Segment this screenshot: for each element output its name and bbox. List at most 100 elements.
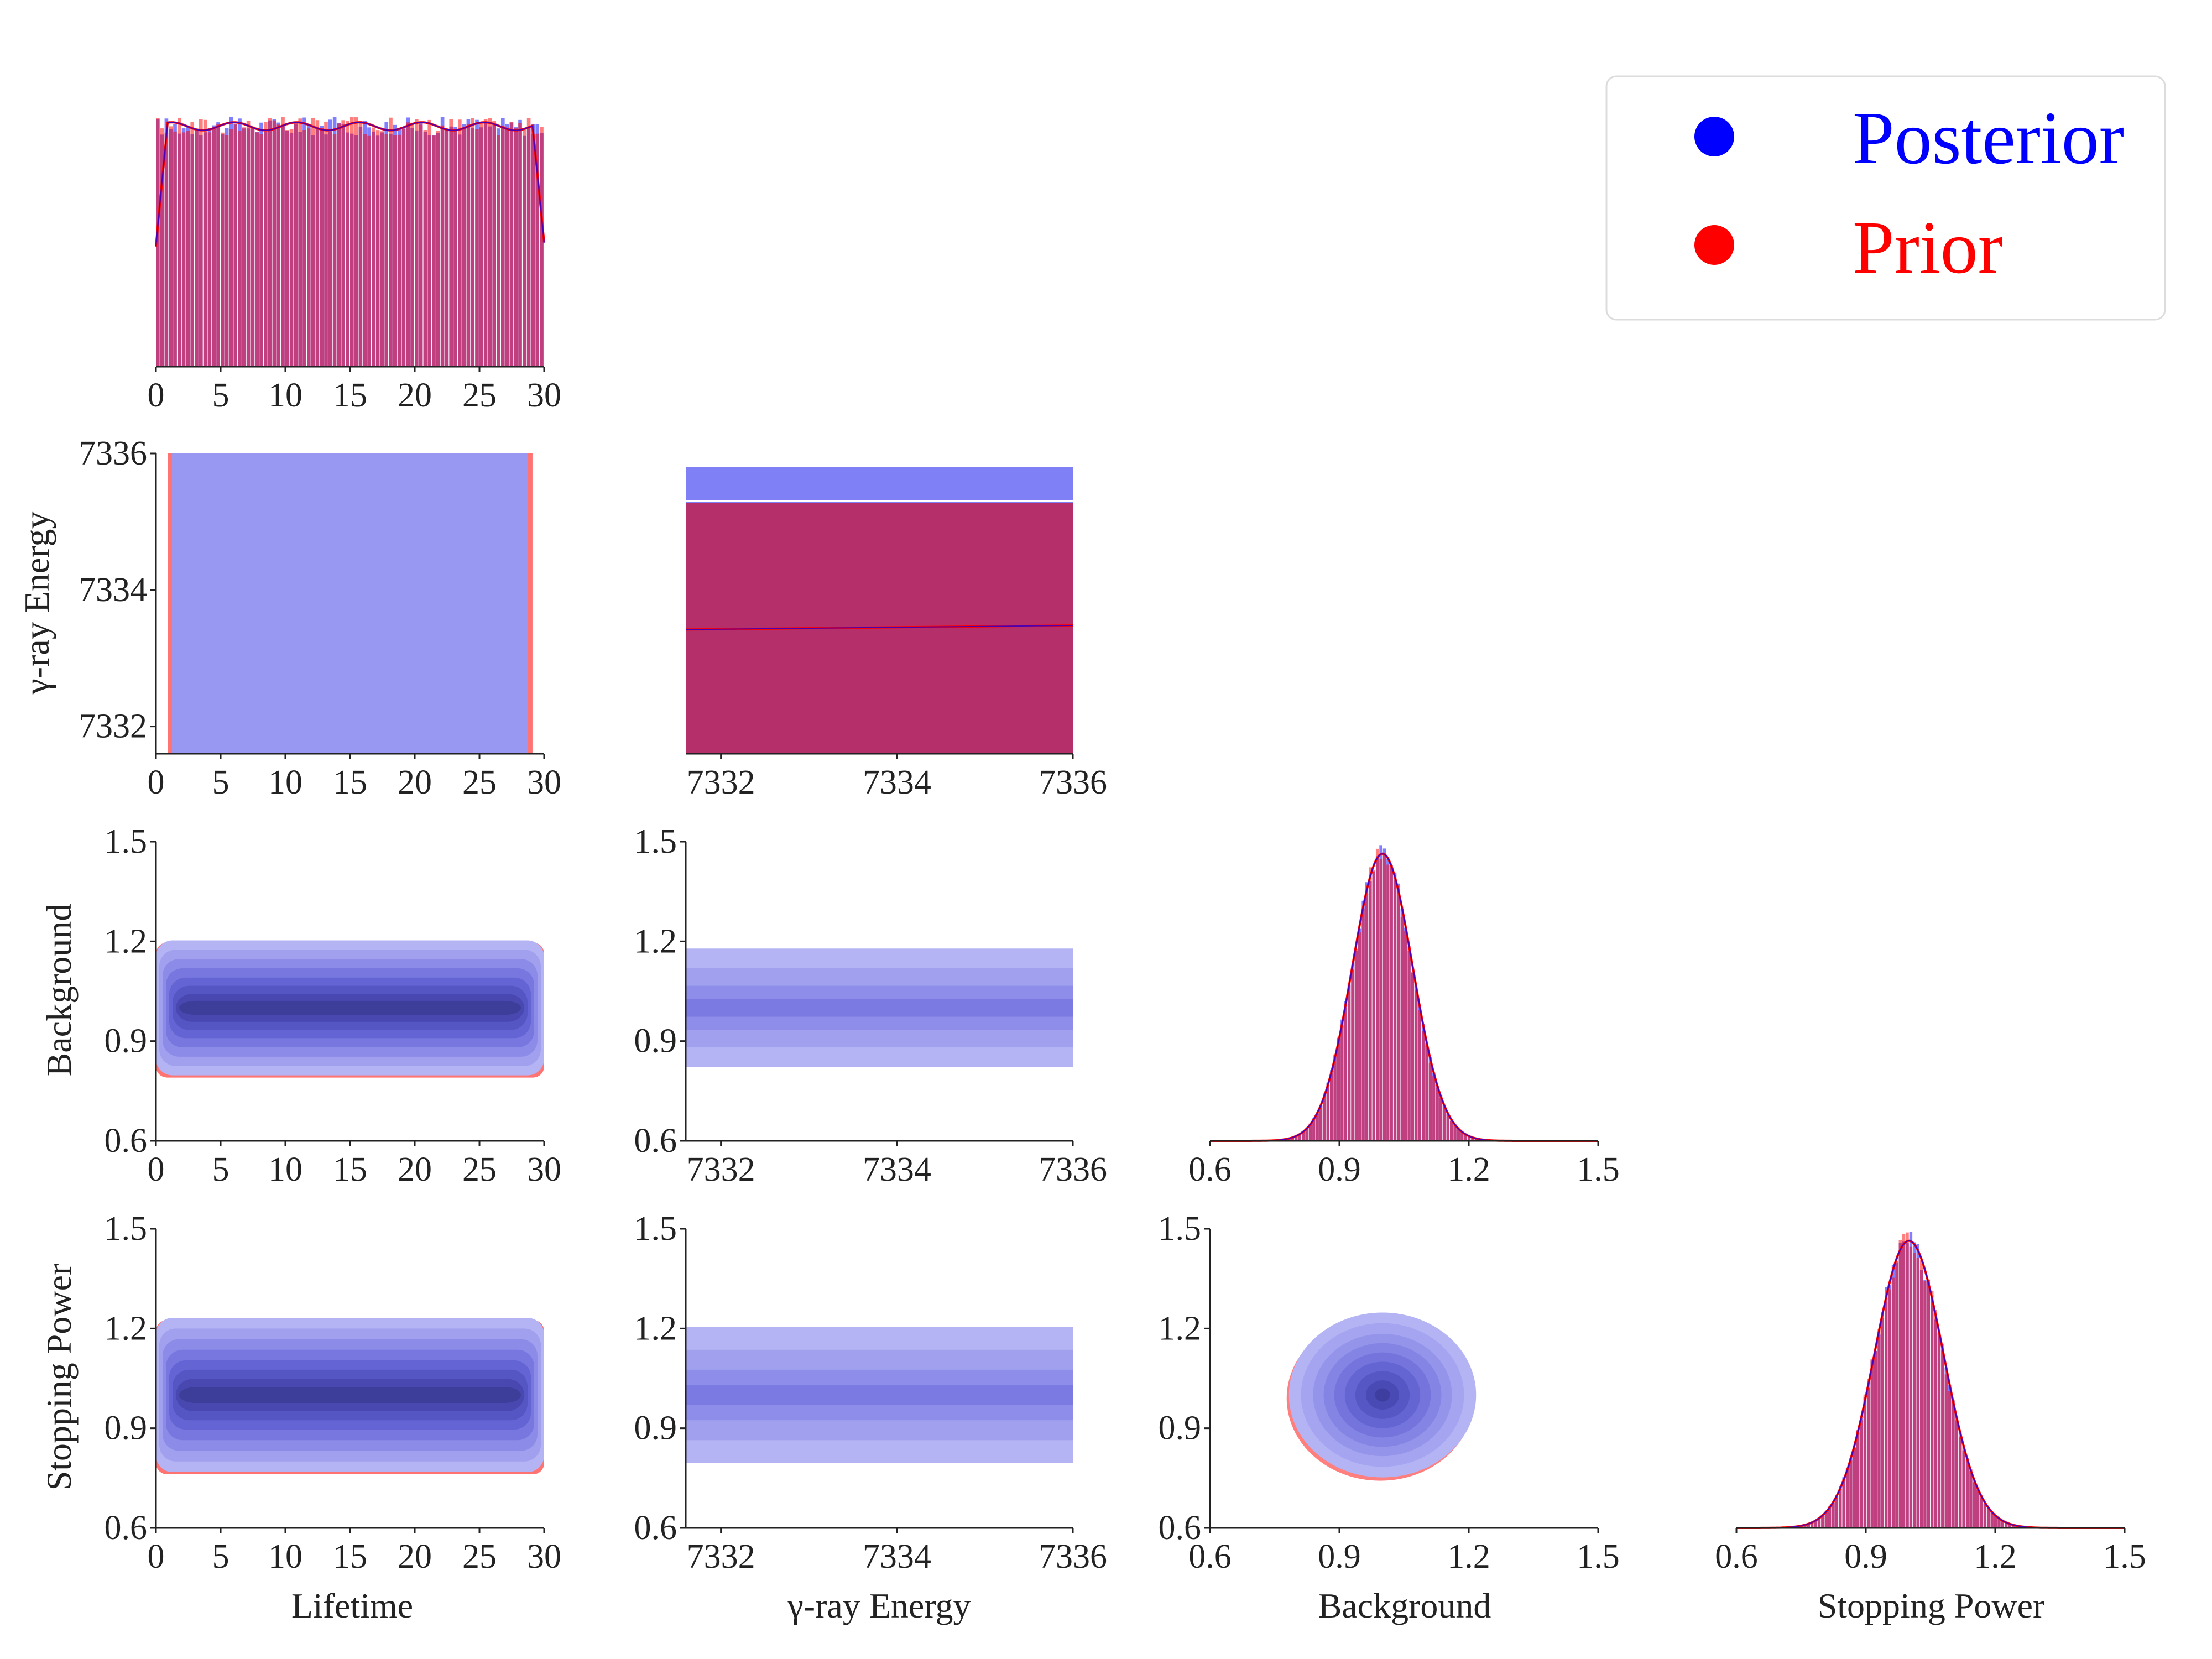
- hist-bar-prior: [1948, 1390, 1952, 1528]
- hist-bar-prior: [410, 122, 414, 367]
- x-tick-label: 5: [212, 764, 229, 801]
- hist-bar-prior: [289, 129, 294, 367]
- hist-bar-prior: [221, 132, 225, 367]
- hist-bar-prior: [1913, 1253, 1916, 1528]
- hist-bar-prior: [2001, 1521, 2005, 1528]
- hist-bar-prior: [1411, 973, 1415, 1141]
- kde-panel-3-2: 0.6 0.9 1.2 1.5 0.6 0.9 1.2 1.5: [1159, 1210, 1620, 1575]
- hist-bar-prior: [1835, 1495, 1839, 1528]
- hist-bar-prior: [1877, 1329, 1881, 1528]
- hist-bar-prior: [1354, 948, 1358, 1141]
- hist-bar-prior: [1811, 1522, 1814, 1528]
- hist-bar-prior: [173, 131, 177, 367]
- hist-bar-prior: [1305, 1128, 1308, 1141]
- hist-bar-prior: [1863, 1394, 1867, 1528]
- hist-bar-prior: [1927, 1282, 1931, 1528]
- x-tick-label: 15: [333, 377, 367, 414]
- hist-bar-prior: [255, 132, 259, 367]
- x-tick-label: 0: [148, 377, 165, 414]
- x-tick-label: 20: [398, 764, 432, 801]
- hist-bar-prior: [1375, 848, 1379, 1141]
- hist-bar-prior: [397, 134, 401, 367]
- hist-bar-prior: [346, 121, 349, 367]
- hist-bar-prior: [259, 134, 263, 367]
- x-tick-label: 1.5: [1577, 1538, 1620, 1575]
- kde-contour-level: [1375, 1388, 1390, 1402]
- hist-bar-prior: [1421, 1031, 1425, 1141]
- y-tick-label: 7332: [79, 708, 147, 745]
- hist-bar-prior: [1301, 1131, 1305, 1141]
- hist-bar-prior: [1817, 1517, 1821, 1528]
- hist-bar-prior: [178, 118, 181, 367]
- hist-bar-prior: [497, 135, 500, 367]
- hist-bar-prior: [1457, 1129, 1460, 1141]
- hist-bar-prior: [302, 130, 306, 367]
- hist-bar-prior: [1397, 888, 1400, 1141]
- x-tick-label: 25: [462, 1151, 497, 1188]
- x-tick-label: 7334: [863, 1538, 931, 1575]
- x-tick-label: 25: [462, 764, 497, 801]
- hist-bar-prior: [350, 117, 354, 367]
- xlabel-background: Background: [1318, 1586, 1491, 1625]
- hist-bar-prior: [169, 126, 173, 367]
- hist-bar-prior: [492, 121, 497, 367]
- hist-bar-prior: [1856, 1430, 1860, 1528]
- hist-bar-prior: [372, 127, 375, 367]
- hist-bar-prior: [1839, 1486, 1842, 1528]
- hist-bar-prior: [540, 127, 544, 367]
- hist-bar-prior: [1340, 1026, 1344, 1141]
- hist-bar-prior: [1916, 1258, 1919, 1528]
- hist-bar-prior: [432, 135, 436, 367]
- hist-bar-prior: [423, 130, 427, 367]
- hist-bar-prior: [246, 121, 251, 367]
- x-tick-label: 0.9: [1844, 1538, 1887, 1575]
- x-tick-label: 0.6: [1715, 1538, 1758, 1575]
- x-tick-label: 25: [462, 377, 497, 414]
- hist-bar-prior: [358, 121, 363, 367]
- hist-bar-prior: [466, 123, 471, 367]
- hist-bar-prior: [1944, 1374, 1948, 1528]
- hist-bar-prior: [1832, 1501, 1835, 1528]
- hist-bar-prior: [2005, 1522, 2008, 1528]
- hist-bar-prior: [1436, 1087, 1439, 1141]
- x-tick-label: 20: [398, 1151, 432, 1188]
- hist-bar-prior: [462, 127, 466, 367]
- hist-bar-prior: [384, 134, 389, 367]
- y-tick-label: 1.2: [105, 1310, 148, 1347]
- hist-bar-prior: [1393, 880, 1397, 1141]
- y-tick-label: 0.9: [634, 1022, 677, 1060]
- kde-panel-2-0: 0 5 10 15 20 25 30 0.6 0.9 1.2 1.5: [105, 823, 562, 1188]
- hist-bar-prior: [1298, 1134, 1301, 1141]
- hist-bar-prior: [531, 134, 535, 367]
- y-tick-label: 1.2: [105, 922, 148, 960]
- hist-bar-prior: [238, 131, 242, 367]
- y-tick-label: 0.9: [1159, 1410, 1202, 1447]
- hist-bar-prior: [1931, 1291, 1934, 1528]
- hist-bar-prior: [1885, 1301, 1888, 1528]
- hist-bar-prior: [1432, 1076, 1436, 1141]
- kde-contour-level: [179, 1000, 521, 1015]
- hist-bar-prior: [483, 119, 488, 367]
- x-tick-label: 1.2: [1447, 1151, 1490, 1188]
- hist-bar-prior: [1425, 1044, 1428, 1141]
- kde-contour-level: [179, 1387, 521, 1403]
- hist-bar-prior: [1814, 1520, 1817, 1528]
- hist-bar-prior: [1845, 1468, 1849, 1528]
- kde-panel-3-1: 7332 7334 7336 0.6 0.9 1.2 1.5: [634, 1210, 1108, 1575]
- hist-bar-prior: [526, 118, 531, 367]
- hist-bar-prior: [164, 133, 169, 367]
- hist-bar-prior: [1969, 1469, 1973, 1528]
- hist-bar-prior: [1326, 1084, 1330, 1141]
- legend: Posterior Prior: [1605, 75, 2166, 321]
- hist-bar-prior: [1824, 1512, 1828, 1528]
- hist-bar-prior: [1983, 1504, 1987, 1528]
- hist-bar-prior: [367, 135, 371, 367]
- hist-bar-prior: [229, 129, 233, 367]
- hist-bar-prior: [199, 119, 203, 367]
- x-tick-label: 30: [527, 1151, 561, 1188]
- y-tick-label: 0.6: [105, 1509, 148, 1547]
- xlabel-gamma-energy: γ-ray Energy: [787, 1586, 971, 1625]
- hist-bar-prior: [535, 133, 540, 367]
- ylabel-stopping-power: Stopping Power: [39, 1264, 79, 1491]
